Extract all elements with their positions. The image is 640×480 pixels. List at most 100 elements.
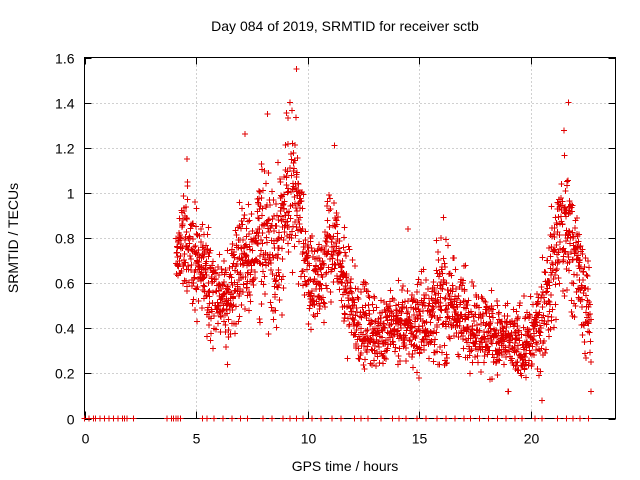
- data-point: [403, 327, 410, 334]
- data-point: [433, 237, 440, 244]
- data-point: [447, 335, 454, 342]
- data-point: [256, 215, 263, 222]
- data-point: [190, 296, 197, 303]
- data-point: [324, 217, 331, 224]
- data-point: [453, 319, 460, 326]
- data-point: [378, 297, 385, 304]
- data-point: [219, 282, 226, 289]
- data-point: [339, 257, 346, 264]
- data-point: [518, 415, 525, 422]
- data-point: [178, 241, 185, 248]
- data-point: [364, 415, 371, 422]
- data-point: [495, 356, 502, 363]
- data-point: [225, 326, 232, 333]
- data-point: [466, 352, 473, 359]
- data-point: [463, 336, 470, 343]
- data-point: [264, 217, 271, 224]
- data-point: [389, 415, 396, 422]
- data-point: [390, 341, 397, 348]
- data-point: [396, 345, 403, 352]
- data-point: [253, 257, 260, 264]
- data-point: [450, 255, 457, 262]
- data-point: [273, 200, 280, 207]
- data-point: [321, 300, 328, 307]
- data-point: [288, 107, 295, 114]
- data-point: [203, 272, 210, 279]
- data-point: [309, 415, 316, 422]
- data-point: [232, 227, 239, 234]
- data-point: [294, 169, 301, 176]
- data-point: [240, 281, 247, 288]
- data-point: [416, 323, 423, 330]
- data-point: [182, 259, 189, 266]
- data-point: [281, 228, 288, 235]
- data-point: [184, 156, 191, 163]
- data-point: [431, 336, 438, 343]
- data-point: [403, 334, 410, 341]
- data-point: [574, 214, 581, 221]
- data-point: [333, 216, 340, 223]
- data-point: [276, 176, 283, 183]
- data-point: [579, 332, 586, 339]
- data-point: [441, 342, 448, 349]
- data-point: [205, 304, 212, 311]
- data-point: [548, 243, 555, 250]
- data-point: [467, 370, 474, 377]
- data-point: [460, 333, 467, 340]
- data-point: [182, 233, 189, 240]
- data-point: [362, 327, 369, 334]
- data-point: [356, 333, 363, 340]
- data-point: [402, 415, 409, 422]
- data-point: [522, 374, 529, 381]
- data-point: [216, 251, 223, 258]
- data-point: [422, 333, 429, 340]
- data-point: [555, 275, 562, 282]
- data-point: [381, 324, 388, 331]
- data-point: [542, 346, 549, 353]
- data-point: [238, 302, 245, 309]
- data-point: [462, 298, 469, 305]
- data-point: [366, 294, 373, 301]
- data-point: [414, 281, 421, 288]
- data-point: [422, 415, 429, 422]
- data-point: [560, 245, 567, 252]
- data-point: [513, 308, 520, 315]
- x-tick-label: 0: [82, 431, 90, 447]
- data-point: [499, 325, 506, 332]
- data-point: [425, 355, 432, 362]
- data-point: [439, 270, 446, 277]
- data-point: [342, 249, 349, 256]
- data-point: [556, 238, 563, 245]
- data-point: [256, 225, 263, 232]
- data-point: [290, 150, 297, 157]
- data-point: [515, 366, 522, 373]
- data-point: [228, 301, 235, 308]
- data-point: [437, 294, 444, 301]
- data-point: [405, 308, 412, 315]
- data-point: [587, 338, 594, 345]
- data-point: [494, 302, 501, 309]
- data-point: [303, 266, 310, 273]
- data-point: [203, 292, 210, 299]
- data-point: [450, 305, 457, 312]
- data-point: [349, 289, 356, 296]
- data-point: [260, 281, 267, 288]
- data-point: [565, 99, 572, 106]
- data-point: [271, 283, 278, 290]
- x-tick-label: 15: [412, 431, 428, 447]
- data-point: [394, 327, 401, 334]
- data-point: [479, 339, 486, 346]
- data-point: [485, 415, 492, 422]
- data-point: [209, 299, 216, 306]
- data-point: [340, 234, 347, 241]
- data-point: [416, 350, 423, 357]
- data-point: [351, 415, 358, 422]
- data-point: [391, 331, 398, 338]
- data-point: [470, 283, 477, 290]
- data-point: [271, 228, 278, 235]
- data-point: [488, 287, 495, 294]
- data-point: [252, 274, 259, 281]
- data-point: [215, 280, 222, 287]
- data-point: [438, 307, 445, 314]
- data-point: [438, 235, 445, 242]
